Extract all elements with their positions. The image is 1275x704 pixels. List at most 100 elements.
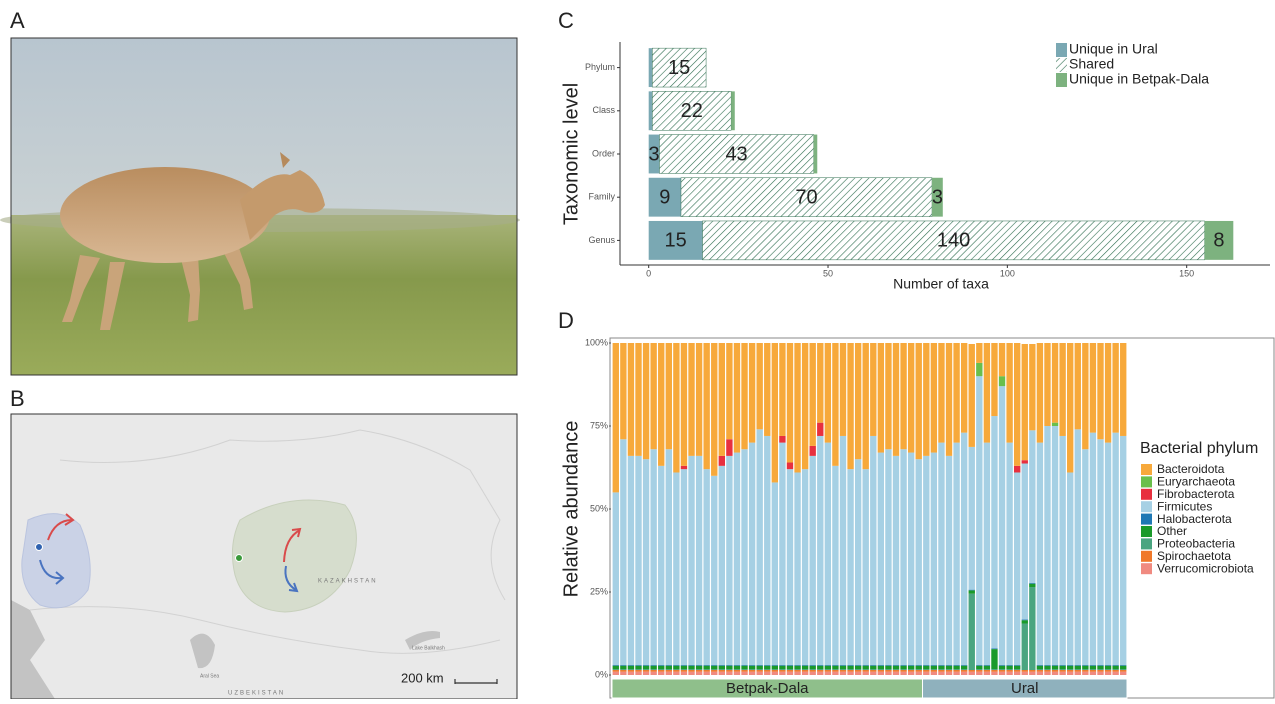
bar-segment: [1075, 670, 1081, 672]
bar-segment: [908, 343, 914, 453]
bar-segment: [726, 456, 732, 665]
bar-segment: [878, 669, 884, 670]
bar-segment: [916, 459, 922, 665]
bar-segment: [923, 669, 929, 670]
bar-segment: [764, 665, 770, 666]
bar-segment: [893, 670, 899, 672]
bar-segment: [1006, 669, 1012, 670]
bar-segment: [840, 343, 846, 436]
bar-segment: [756, 669, 762, 670]
map-label: Aral Sea: [200, 673, 219, 679]
bar-segment: [635, 670, 641, 672]
bar-segment: [650, 670, 656, 672]
bar-segment: [649, 48, 653, 87]
bar-segment: [1120, 665, 1126, 666]
legend-label: Unique in Ural: [1069, 41, 1158, 57]
bar-segment: [832, 343, 838, 466]
bar-segment: [772, 672, 778, 675]
bar-segment: [635, 669, 641, 670]
bar-segment: [840, 670, 846, 672]
bar-segment: [726, 672, 732, 675]
bar-segment: [688, 343, 694, 456]
bar-segment: [1014, 670, 1020, 672]
legend-title: Bacterial phylum: [1140, 440, 1258, 457]
bar-segment: [794, 472, 800, 665]
bar-segment: [620, 343, 626, 439]
bar-segment: [817, 436, 823, 665]
bar-segment: [1029, 670, 1035, 672]
bar-segment: [1006, 665, 1012, 666]
bar-segment: [772, 666, 778, 669]
bar-segment: [908, 672, 914, 675]
bar-segment: [1075, 672, 1081, 675]
data-label: 8: [1213, 230, 1224, 252]
bar-segment: [855, 672, 861, 675]
bar-segment: [946, 343, 952, 456]
bar-segment: [810, 672, 816, 675]
y-tick-label: 50%: [590, 503, 608, 513]
bar-segment: [984, 670, 990, 672]
bar-segment: [817, 423, 823, 436]
bar-segment: [832, 666, 838, 669]
bar-segment: [976, 665, 982, 666]
bar-segment: [1059, 665, 1065, 666]
bar-segment: [863, 665, 869, 666]
y-axis-label: Relative abundance: [560, 421, 582, 598]
bar-segment: [863, 672, 869, 675]
bar-segment: [999, 666, 1005, 669]
bar-segment: [1067, 343, 1073, 472]
bar-segment: [681, 665, 687, 666]
bar-segment: [1059, 669, 1065, 670]
bar-segment: [825, 669, 831, 670]
bar-segment: [787, 665, 793, 666]
bar-segment: [878, 665, 884, 666]
bar-segment: [703, 672, 709, 675]
bar-segment: [1105, 669, 1111, 670]
bar-segment: [1006, 670, 1012, 672]
bar-segment: [863, 469, 869, 665]
x-axis-label: Number of taxa: [893, 276, 989, 292]
bar-segment: [810, 456, 816, 665]
bar-segment: [666, 343, 672, 449]
bar-segment: [1022, 670, 1028, 672]
data-label: 3: [932, 186, 943, 208]
bar-segment: [885, 343, 891, 449]
bar-segment: [885, 449, 891, 665]
bar-segment: [772, 665, 778, 666]
bar-segment: [938, 669, 944, 670]
bar-segment: [916, 670, 922, 672]
bar-segment: [635, 343, 641, 456]
bar-segment: [863, 666, 869, 669]
bar-segment: [976, 666, 982, 669]
bar-segment: [741, 449, 747, 665]
bar-segment: [1082, 670, 1088, 672]
bar-segment: [1052, 423, 1058, 426]
bar-segment: [719, 669, 725, 670]
bar-segment: [1029, 587, 1035, 670]
bar-segment: [885, 670, 891, 672]
bar-segment: [1059, 436, 1065, 665]
bar-segment: [1090, 672, 1096, 675]
legend-swatch: [1141, 514, 1152, 525]
map-label: UZBEKISTAN: [228, 691, 285, 697]
bar-segment: [931, 343, 937, 453]
bar-segment: [1082, 666, 1088, 669]
bar-segment: [931, 453, 937, 665]
bar-segment: [991, 670, 997, 672]
bar-segment: [923, 666, 929, 669]
data-label: 9: [659, 186, 670, 208]
bar-segment: [726, 669, 732, 670]
bar-segment: [741, 666, 747, 669]
bar-segment: [878, 343, 884, 453]
bar-segment: [969, 672, 975, 675]
bar-segment: [696, 670, 702, 672]
bar-segment: [1044, 343, 1050, 426]
bar-segment: [1022, 464, 1028, 620]
bar-segment: [961, 343, 967, 433]
bar-segment: [650, 449, 656, 665]
bar-segment: [794, 343, 800, 472]
bar-segment: [726, 665, 732, 666]
bar-segment: [825, 665, 831, 666]
bar-segment: [1097, 672, 1103, 675]
y-tick-label: Phylum: [585, 62, 615, 72]
